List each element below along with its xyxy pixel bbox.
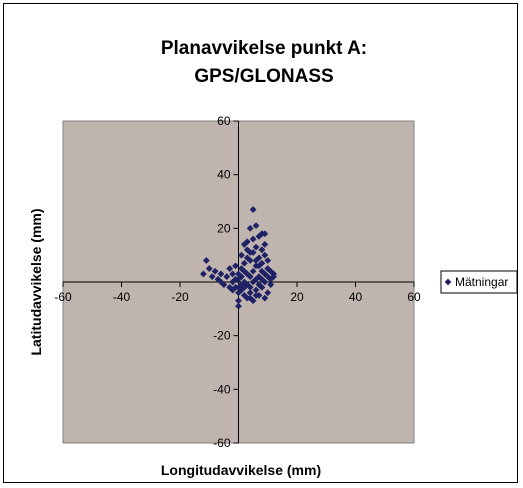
data-point	[264, 257, 272, 264]
x-tick-label: -60	[54, 290, 72, 304]
data-point	[261, 278, 269, 286]
y-tick-label: 60	[217, 114, 231, 128]
data-point	[252, 292, 260, 299]
x-tick-label: 20	[290, 290, 304, 304]
x-tick-label: -40	[113, 290, 131, 304]
data-point	[211, 267, 219, 275]
data-point	[220, 281, 228, 289]
data-point	[267, 281, 275, 289]
data-point	[229, 286, 237, 294]
data-point	[240, 267, 248, 275]
data-point	[243, 238, 251, 246]
data-point	[229, 278, 237, 286]
data-point	[258, 275, 266, 283]
data-point	[246, 273, 254, 281]
y-axis-title: Latitudavvikelse (mm)	[28, 208, 44, 355]
data-point	[258, 246, 266, 254]
y-tick-label: 40	[217, 168, 231, 182]
x-axis-title: Longitudavvikelse (mm)	[161, 462, 321, 478]
x-tick-label: 40	[349, 290, 363, 304]
chart-title-line-1: Planavvikelse punkt A:	[161, 38, 367, 59]
data-point	[249, 297, 257, 305]
data-point	[249, 235, 257, 243]
data-point	[261, 230, 269, 238]
data-point	[246, 249, 254, 256]
data-point	[246, 283, 254, 291]
data-point	[270, 273, 277, 281]
data-point	[246, 224, 254, 232]
data-point	[235, 289, 242, 297]
y-tick-label: -20	[213, 329, 231, 343]
data-point	[205, 265, 213, 272]
data-point	[235, 297, 242, 305]
data-point	[226, 265, 234, 272]
data-point	[255, 262, 263, 270]
data-point	[200, 270, 207, 278]
chart-frame: Planavvikelse punkt A: GPS/GLONASS -60 -4…	[3, 3, 518, 483]
legend-marker-diamond	[444, 278, 452, 286]
data-point	[252, 222, 260, 230]
data-point	[208, 273, 216, 281]
y-tick-label: 20	[217, 221, 231, 235]
data-point	[223, 273, 231, 281]
data-point	[261, 251, 269, 259]
data-point	[217, 278, 225, 286]
data-point	[240, 259, 248, 267]
data-point	[252, 286, 260, 294]
data-point	[238, 273, 245, 281]
data-point	[240, 278, 248, 286]
legend: Mätningar	[440, 270, 518, 294]
data-point	[246, 289, 254, 297]
data-point	[249, 206, 257, 213]
data-point	[238, 251, 245, 259]
y-tick-label: -40	[213, 382, 231, 396]
data-point	[258, 283, 266, 291]
x-tick-label: 60	[407, 290, 421, 304]
data-point	[232, 262, 239, 270]
data-point	[235, 302, 242, 310]
data-point	[249, 267, 257, 275]
data-point	[243, 254, 251, 262]
y-tick-label: -60	[213, 436, 231, 450]
data-point	[240, 283, 248, 291]
data-point	[249, 278, 257, 286]
data-point	[232, 275, 239, 283]
data-point	[217, 270, 225, 278]
data-point	[243, 246, 251, 254]
scatter-chart: Planavvikelse punkt A: GPS/GLONASS -60 -4…	[28, 38, 518, 478]
x-tick-label: -20	[171, 290, 189, 304]
data-point	[229, 270, 237, 278]
chart-title-line-2: GPS/GLONASS	[194, 66, 333, 87]
data-point	[264, 289, 272, 297]
data-point	[255, 254, 263, 262]
legend-box	[440, 270, 518, 294]
data-point	[261, 294, 269, 302]
legend-label: Mätningar	[455, 275, 508, 289]
data-point	[267, 267, 275, 275]
data-point	[235, 283, 242, 291]
data-point	[252, 243, 260, 251]
data-point	[246, 294, 254, 302]
tick-labels: -60 -40 -20 20 40 60 -60 -40 -20 20 40 60	[54, 114, 421, 450]
data-points	[200, 206, 277, 310]
data-point	[261, 241, 269, 248]
